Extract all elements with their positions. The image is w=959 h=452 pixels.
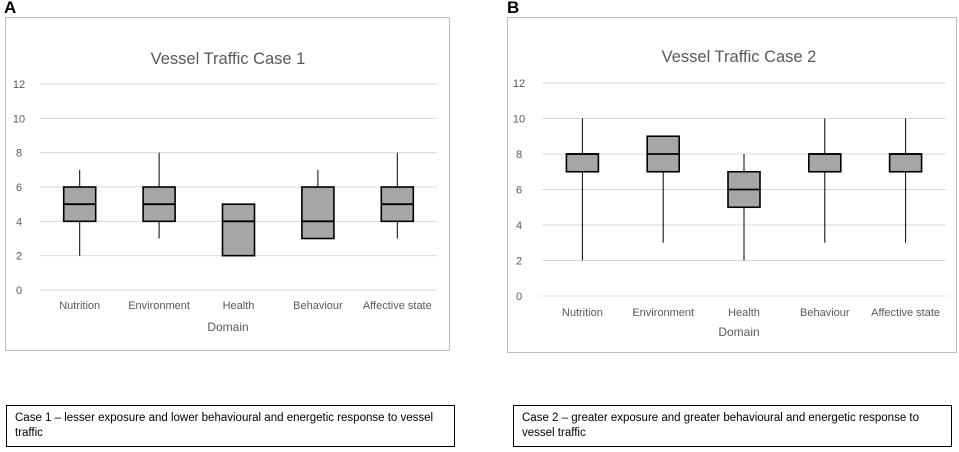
- chart-case-2-svg: Vessel Traffic Case 2 0 2 4 6 8 10 12 Nutrition E…: [513, 48, 946, 339]
- chart0-ytick-label: 2: [16, 251, 22, 263]
- chart1-ytick-label: 6: [516, 185, 522, 197]
- chart1-box: [565, 153, 600, 173]
- chart1-category-label: Health: [728, 307, 760, 319]
- chart1-ytick-label: 10: [513, 114, 525, 126]
- chart0-ytick-label: 10: [13, 113, 25, 125]
- chart-case-1-svg: Vessel Traffic Case 1 0 2 4 6 8 10 12 Nutrition E…: [13, 50, 437, 334]
- chart0-box: [221, 203, 256, 257]
- chart1-category-label: Environment: [632, 307, 694, 319]
- panel-letter-b: B: [507, 0, 520, 17]
- chart1-box: [888, 153, 923, 173]
- chart0-ytick-label: 8: [16, 148, 22, 160]
- chart0-title: Vessel Traffic Case 1: [151, 50, 306, 68]
- chart-case-1: Vessel Traffic Case 1 0 2 4 6 8 10 12 Nutrition E…: [5, 17, 450, 351]
- chart0-box: [301, 186, 335, 240]
- chart0-ytick-label: 12: [13, 79, 25, 91]
- caption-case-2-text: Case 2 – greater exposure and greater be…: [522, 412, 920, 439]
- chart0-category-label: Affective state: [363, 300, 432, 312]
- caption-case-1-text: Case 1 – lesser exposure and lower behav…: [15, 412, 434, 439]
- chart1-xlabel: Domain: [718, 325, 759, 339]
- chart0-category-label: Environment: [128, 300, 190, 312]
- chart0-ytick-label: 4: [16, 216, 22, 228]
- chart1-ytick-label: 4: [516, 220, 522, 232]
- caption-case-1: Case 1 – lesser exposure and lower behav…: [6, 405, 455, 447]
- chart0-category-label: Behaviour: [293, 300, 343, 312]
- chart1-category-label: Affective state: [871, 307, 940, 319]
- chart0-ytick-label: 0: [16, 285, 22, 297]
- chart1-category-label: Behaviour: [800, 307, 850, 319]
- caption-case-2: Case 2 – greater exposure and greater be…: [513, 405, 952, 447]
- chart0-xlabel: Domain: [207, 320, 248, 334]
- chart0-ytick-label: 6: [16, 182, 22, 194]
- chart1-ytick-label: 12: [513, 78, 525, 90]
- chart1-title: Vessel Traffic Case 2: [662, 48, 817, 66]
- chart0-category-label: Health: [223, 300, 255, 312]
- chart0-category-label: Nutrition: [59, 300, 100, 312]
- chart1-box: [807, 153, 842, 173]
- chart1-category-label: Nutrition: [562, 307, 603, 319]
- chart-case-2: Vessel Traffic Case 2 0 2 4 6 8 10 12 Nutrition E…: [507, 17, 957, 353]
- chart1-ytick-label: 2: [516, 256, 522, 268]
- panel-letter-a: A: [4, 0, 17, 17]
- chart1-ytick-label: 8: [516, 149, 522, 161]
- chart1-ytick-label: 0: [516, 291, 522, 303]
